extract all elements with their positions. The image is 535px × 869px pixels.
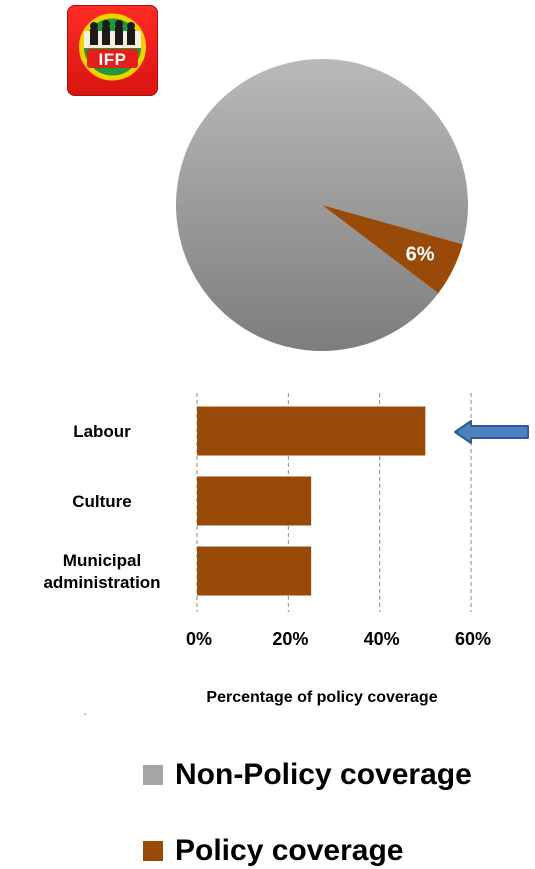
legend-label-policy: Policy coverage bbox=[175, 834, 404, 867]
x-tick-label: 20% bbox=[272, 629, 308, 649]
x-axis-title: Percentage of policy coverage bbox=[206, 689, 437, 706]
legend-swatch-non-policy bbox=[143, 765, 163, 785]
logo-text: IFP bbox=[98, 50, 127, 69]
bar-category-labels: Labour Culture Municipal administration bbox=[43, 422, 160, 592]
category-label-municipal-administration: Municipal administration bbox=[43, 551, 160, 592]
bar-bars bbox=[197, 406, 426, 596]
category-label-labour: Labour bbox=[73, 422, 131, 441]
x-tick-label: 60% bbox=[455, 629, 491, 649]
pie-slice-policy-coverage bbox=[322, 205, 463, 294]
bar-culture bbox=[197, 476, 312, 526]
highlight-arrow bbox=[454, 420, 529, 444]
legend-item-policy: Policy coverage bbox=[143, 833, 403, 869]
bar-labour bbox=[197, 406, 426, 456]
stray-dot bbox=[84, 713, 86, 715]
pie-chart: 6% bbox=[175, 58, 468, 351]
ifp-logo: IFP bbox=[67, 5, 158, 96]
legend-item-non-policy: Non-Policy coverage bbox=[143, 757, 472, 793]
legend-swatch-policy bbox=[143, 841, 163, 861]
pie-slice-label-policy: 6% bbox=[406, 244, 435, 266]
x-tick-label: 0% bbox=[186, 629, 212, 649]
bar-municipal-administration bbox=[197, 546, 312, 596]
logo-emblem bbox=[79, 13, 146, 81]
pie-slices bbox=[175, 58, 468, 351]
legend-label-non-policy: Non-Policy coverage bbox=[175, 758, 472, 791]
category-label-culture: Culture bbox=[72, 492, 132, 511]
x-tick-label: 40% bbox=[364, 629, 400, 649]
bar-tick-labels: 0% 20% 40% 60% bbox=[186, 629, 491, 649]
